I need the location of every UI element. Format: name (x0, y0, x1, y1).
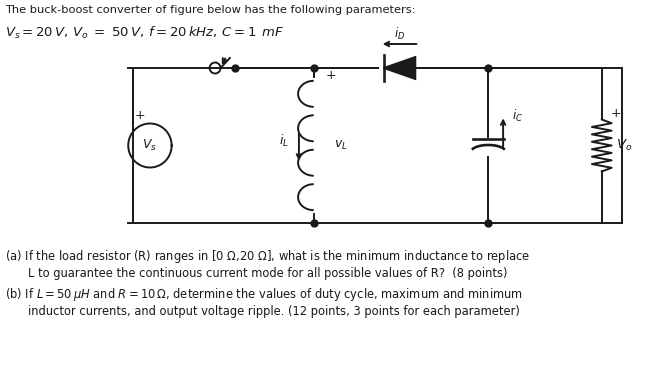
Text: (b) If $L = 50\,\mu H$ and $R = 10\,\Omega$, determine the values of duty cycle,: (b) If $L = 50\,\mu H$ and $R = 10\,\Ome… (5, 286, 523, 303)
Text: L to guarantee the continuous current mode for all possible values of R?  (8 poi: L to guarantee the continuous current mo… (28, 267, 507, 280)
Text: +: + (135, 109, 146, 122)
Text: (a) If the load resistor (R) ranges in [0 $\Omega$,20 $\Omega$], what is the min: (a) If the load resistor (R) ranges in [… (5, 248, 530, 265)
Polygon shape (384, 57, 415, 79)
Text: $V_s = 20\,V,\,V_o\; =\; 50\,V,\,f = 20\,kHz,\,C = 1\;\,mF$: $V_s = 20\,V,\,V_o\; =\; 50\,V,\,f = 20\… (5, 25, 284, 41)
Text: $i_L$: $i_L$ (279, 132, 289, 149)
Text: $v_L$: $v_L$ (334, 139, 348, 152)
Text: $V_o$: $V_o$ (617, 138, 633, 153)
Text: inductor currents, and output voltage ripple. (12 points, 3 points for each para: inductor currents, and output voltage ri… (28, 305, 519, 318)
Text: The buck-boost converter of figure below has the following parameters:: The buck-boost converter of figure below… (5, 5, 415, 15)
Text: $i_D$: $i_D$ (394, 26, 405, 42)
Text: +: + (610, 107, 621, 120)
Text: +: + (325, 70, 336, 82)
Text: $V_s$: $V_s$ (142, 138, 158, 153)
Text: $i_C$: $i_C$ (513, 107, 523, 124)
